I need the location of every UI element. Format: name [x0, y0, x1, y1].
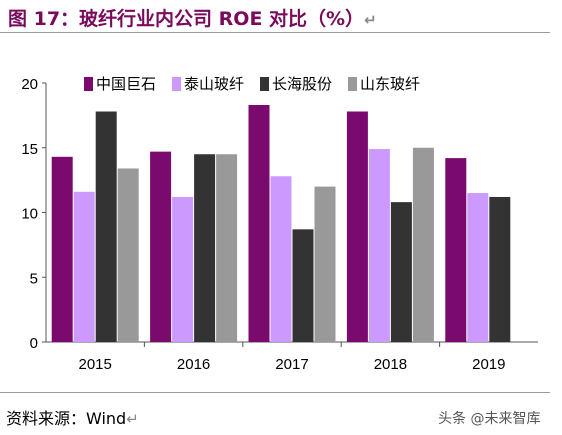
x-tick-label: 2016 — [177, 356, 210, 373]
bar — [194, 154, 216, 342]
paragraph-mark-icon: ↵ — [364, 11, 377, 29]
bar — [216, 154, 238, 342]
bar — [390, 202, 412, 342]
source-note: 资料来源：Wind↵ — [6, 405, 139, 429]
legend-swatch — [84, 77, 93, 91]
bar — [150, 151, 172, 342]
legend-swatch — [260, 77, 269, 91]
y-tick-label: 10 — [21, 206, 38, 223]
source-text: 资料来源：Wind — [6, 409, 127, 428]
x-tick-label: 2015 — [79, 356, 112, 373]
bar — [248, 105, 270, 342]
top-divider — [0, 32, 550, 33]
bar — [489, 196, 511, 342]
y-tick-label: 5 — [30, 270, 38, 287]
x-tick-label: 2017 — [275, 356, 308, 373]
bar — [73, 191, 95, 342]
y-tick-label: 20 — [21, 76, 38, 93]
paragraph-mark-icon: ↵ — [126, 410, 139, 428]
roe-bar-chart: 0 5 10 15 20 2015 2016 2017 2018 2019 中国巨石 泰山玻纤 长海股份… — [21, 75, 538, 373]
bar — [368, 149, 390, 342]
legend-label: 中国巨石 — [96, 75, 156, 93]
bar — [346, 111, 368, 343]
bar — [314, 186, 336, 342]
x-tick-label: 2019 — [472, 356, 505, 373]
bar — [467, 193, 489, 342]
legend-swatch — [348, 77, 357, 91]
bar — [117, 168, 139, 342]
x-tick-label: 2018 — [374, 356, 407, 373]
bar — [412, 147, 434, 342]
bar — [51, 156, 73, 342]
watermark: 头条 @未来智库 — [438, 411, 541, 427]
legend-label: 泰山玻纤 — [184, 75, 244, 93]
figure-title-text: 图 17：玻纤行业内公司 ROE 对比（%） — [8, 8, 365, 30]
bottom-divider — [0, 392, 550, 393]
bar — [172, 196, 194, 342]
legend-label: 山东玻纤 — [360, 75, 420, 93]
figure-title: 图 17：玻纤行业内公司 ROE 对比（%）↵ — [8, 4, 377, 31]
bar — [445, 158, 467, 342]
legend-swatch — [172, 77, 181, 91]
bar — [95, 111, 117, 343]
legend-label: 长海股份 — [272, 75, 332, 93]
y-tick-label: 0 — [30, 335, 38, 352]
bar — [270, 176, 292, 342]
bar — [292, 229, 314, 342]
y-tick-label: 15 — [21, 141, 38, 158]
